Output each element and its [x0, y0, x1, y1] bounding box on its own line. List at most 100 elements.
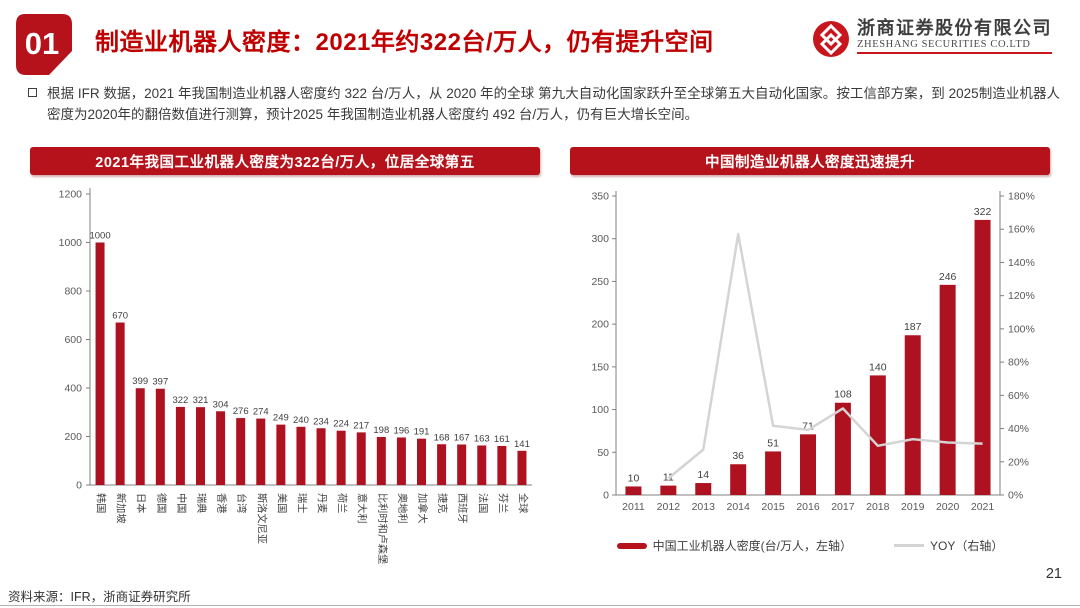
- bar: [904, 335, 921, 495]
- left-axis-label: 350: [591, 191, 609, 203]
- x-axis-category-label: 加拿大: [416, 493, 429, 524]
- bar: [115, 322, 125, 485]
- left-axis-label: 300: [591, 233, 609, 245]
- y-axis-label: 200: [64, 431, 82, 443]
- x-axis-year-label: 2014: [727, 501, 751, 513]
- bar: [765, 451, 782, 495]
- x-axis-category-label: 韩国: [95, 493, 108, 513]
- x-axis-category-label: 日本: [135, 493, 148, 513]
- bar-value-label: 51: [767, 437, 779, 449]
- bar: [316, 428, 326, 485]
- x-axis-year-label: 2021: [971, 501, 995, 513]
- left-axis-label: 150: [591, 361, 609, 373]
- left-chart-title-banner: 2021年我国工业机器人密度为322台/万人，位居全球第五: [30, 147, 540, 175]
- right-axis-label: 0%: [1008, 490, 1023, 502]
- bar-value-label: 670: [112, 311, 128, 322]
- right-axis-label: 180%: [1008, 191, 1035, 203]
- legend-item-density: 中国工业机器人密度(台/万人，左轴）: [616, 537, 852, 554]
- x-axis-category-label: 芬兰: [496, 493, 509, 513]
- bar-value-label: 276: [233, 406, 249, 417]
- bar: [216, 411, 226, 485]
- bar: [376, 436, 386, 485]
- x-axis-category-label: 法国: [476, 493, 489, 513]
- left-axis-label: 250: [591, 276, 609, 288]
- x-axis-year-label: 2015: [761, 501, 785, 513]
- right-axis-label: 60%: [1008, 390, 1029, 402]
- bar: [296, 426, 306, 485]
- y-axis-label: 600: [64, 334, 82, 346]
- bar-value-label: 198: [373, 425, 389, 436]
- left-axis-label: 50: [597, 447, 609, 459]
- x-axis-category-label: 香港: [215, 493, 227, 513]
- line-series-swatch-icon: [894, 544, 924, 547]
- legend-label-yoy: YOY（右轴）: [930, 539, 1004, 553]
- page-number: 21: [1045, 566, 1062, 582]
- left-axis-label: 0: [603, 490, 609, 502]
- bar: [336, 430, 346, 485]
- bar: [660, 485, 677, 495]
- page-title: 制造业机器人密度：2021年约322台/万人，仍有提升空间: [95, 29, 714, 56]
- company-logo: 浙商证券股份有限公司 ZHESHANG SECURITIES CO.LTD: [811, 18, 1052, 58]
- x-axis-category-label: 丹麦: [316, 493, 328, 513]
- bar-value-label: 224: [333, 419, 349, 430]
- robot-density-by-country-chart: 0 200 400 600 800 1000 1200 1000 韩国 670 新加坡 399 日本 39…: [59, 188, 532, 564]
- right-axis-label: 120%: [1008, 290, 1035, 302]
- y-axis-label: 800: [64, 286, 82, 298]
- x-axis-category-label: 新加坡: [115, 493, 128, 524]
- bar: [396, 437, 406, 485]
- bar: [175, 406, 185, 485]
- right-chart-title: 中国制造业机器人密度迅速提升: [705, 154, 915, 171]
- bar: [135, 388, 145, 485]
- x-axis-category-label: 德国: [155, 493, 168, 513]
- x-axis-category-label: 全球: [516, 493, 529, 513]
- bar: [477, 445, 487, 485]
- bar-value-label: 187: [904, 321, 922, 333]
- intro-text: 根据 IFR 数据，2021 年我国制造业机器人密度约 322 台/万人，从 2…: [47, 86, 1060, 122]
- x-axis-category-label: 瑞士: [295, 493, 308, 513]
- bar: [625, 486, 642, 495]
- bar: [457, 444, 467, 485]
- right-chart-panel: 中国制造业机器人密度迅速提升 0 50 100 150 200 250 300 350 0% 20…: [570, 147, 1050, 554]
- right-axis-label: 160%: [1008, 224, 1035, 236]
- x-axis-category-label: 西班牙: [456, 493, 468, 524]
- x-axis-year-label: 2018: [866, 501, 890, 513]
- right-chart-legend: 中国工业机器人密度(台/万人，左轴） YOY（右轴）: [570, 537, 1050, 554]
- bar-value-label: 161: [494, 434, 510, 445]
- bar-value-label: 1000: [89, 231, 110, 242]
- bar-value-label: 191: [414, 427, 430, 438]
- badge-number: 01: [25, 26, 59, 61]
- bar: [497, 445, 507, 485]
- bar-value-label: 322: [974, 206, 992, 218]
- source-note: 资料来源：IFR，浙商证券研究所: [8, 590, 191, 604]
- bar-value-label: 399: [132, 376, 148, 387]
- right-axis-label: 80%: [1008, 357, 1029, 369]
- bar: [356, 432, 366, 485]
- x-axis-year-label: 2019: [901, 501, 925, 513]
- x-axis-year-label: 2012: [657, 501, 681, 513]
- bar-value-label: 141: [514, 439, 530, 450]
- bar: [256, 418, 266, 485]
- bar-value-label: 217: [353, 420, 369, 431]
- bar: [437, 444, 447, 485]
- x-axis-category-label: 荷兰: [336, 493, 349, 513]
- bar: [155, 388, 165, 485]
- bar: [517, 450, 527, 485]
- right-axis-label: 100%: [1008, 323, 1035, 335]
- y-axis-label: 400: [64, 383, 82, 395]
- left-axis-label: 200: [591, 319, 609, 331]
- bar-value-label: 36: [732, 450, 744, 462]
- x-axis-year-label: 2020: [936, 501, 960, 513]
- y-axis-label: 1000: [59, 237, 83, 249]
- bar-value-label: 274: [253, 407, 269, 418]
- bottom-divider: [0, 605, 1080, 606]
- bar-value-label: 246: [939, 271, 957, 283]
- x-axis-year-label: 2011: [622, 501, 645, 513]
- bar-value-label: 196: [393, 425, 409, 436]
- bar: [95, 242, 105, 485]
- left-chart-panel: 2021年我国工业机器人密度为322台/万人，位居全球第五 0 200 400 600…: [30, 147, 540, 595]
- bar: [869, 375, 886, 495]
- bar-value-label: 322: [172, 395, 188, 406]
- x-axis-year-label: 2013: [692, 501, 716, 513]
- bar: [236, 418, 246, 485]
- bar: [939, 284, 956, 495]
